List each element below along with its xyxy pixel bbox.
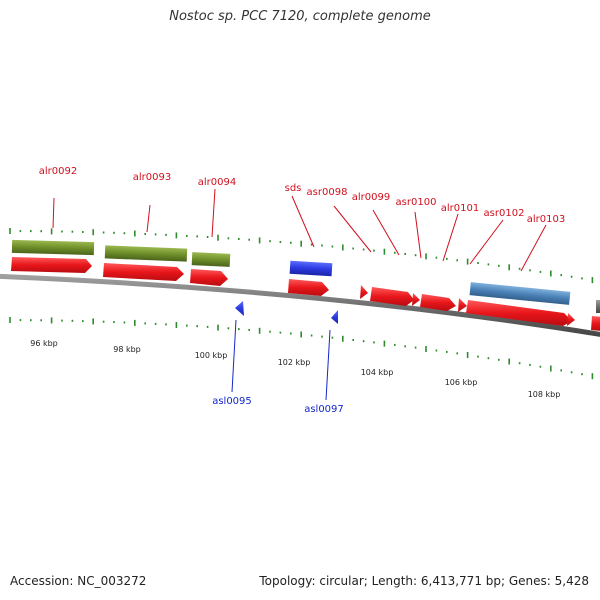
gene-arrow-alr0094[interactable] <box>190 269 228 286</box>
gene-arrow-alr0099[interactable] <box>370 287 414 306</box>
gene-arrow-asr0102[interactable] <box>458 298 467 312</box>
gene-arrow-next[interactable] <box>591 316 600 331</box>
scale-label: 100 kbp <box>195 351 228 360</box>
cds-bar-alr0103[interactable] <box>469 282 571 305</box>
cds-bar-alr0094[interactable] <box>191 252 231 267</box>
gene-arrow-alr0101[interactable] <box>420 294 456 311</box>
gene-arrow-asr0100[interactable] <box>412 293 420 306</box>
gene-label-alr0093[interactable]: alr0093 <box>133 172 171 183</box>
genome-stats-text: Topology: circular; Length: 6,413,771 bp… <box>259 574 589 588</box>
map-title: Nostoc sp. PCC 7120, complete genome <box>169 9 431 24</box>
cds-bar-alr0092[interactable] <box>11 239 95 256</box>
cds-bar-sds[interactable] <box>289 260 333 277</box>
gene-label-alr0103[interactable]: alr0103 <box>527 214 565 225</box>
scale-label: 96 kbp <box>30 339 58 348</box>
gene-label-alr0092[interactable]: alr0092 <box>39 166 77 177</box>
gene-arrow-alr0103-end[interactable] <box>567 313 575 326</box>
cds-bar-alr0093[interactable] <box>104 245 188 262</box>
gene-label-asl0097[interactable]: asl0097 <box>304 404 344 415</box>
gene-label-alr0094[interactable]: alr0094 <box>198 177 236 188</box>
gene-arrow-alr0103[interactable] <box>466 300 572 326</box>
chromosome-backbone <box>0 273 600 337</box>
scale-label: 108 kbp <box>528 390 561 399</box>
cds-bar-next[interactable] <box>596 300 600 313</box>
gene-arrow-sds[interactable] <box>288 279 329 296</box>
scale-label: 104 kbp <box>361 368 394 377</box>
scale-labels: 96 kbp 98 kbp 100 kbp 102 kbp 104 kbp 10… <box>30 339 560 399</box>
gene-label-asr0100[interactable]: asr0100 <box>396 197 437 208</box>
accession-text: Accession: NC_003272 <box>10 574 147 588</box>
gene-label-asr0098[interactable]: asr0098 <box>307 187 348 198</box>
gene-label-asr0102[interactable]: asr0102 <box>484 208 525 219</box>
gene-labels: alr0092 alr0093 alr0094 asl0095 sds asl0… <box>39 166 565 415</box>
gene-label-alr0101[interactable]: alr0101 <box>441 203 479 214</box>
gene-label-sds[interactable]: sds <box>285 183 302 194</box>
gene-arrow-asl0097[interactable] <box>331 310 338 324</box>
inner-tick-ruler <box>9 317 594 380</box>
gene-arrow-alr0092[interactable] <box>11 257 92 273</box>
gene-arrow-asr0098[interactable] <box>360 285 368 299</box>
outer-tick-ruler <box>9 228 594 284</box>
gene-arrow-asl0095[interactable] <box>235 301 244 316</box>
gene-arrow-alr0093[interactable] <box>103 263 184 281</box>
scale-label: 106 kbp <box>445 378 478 387</box>
gene-label-asl0095[interactable]: asl0095 <box>212 396 252 407</box>
gene-label-alr0099[interactable]: alr0099 <box>352 192 390 203</box>
scale-label: 98 kbp <box>113 345 141 354</box>
scale-label: 102 kbp <box>278 358 311 367</box>
label-leaders <box>52 188 547 401</box>
